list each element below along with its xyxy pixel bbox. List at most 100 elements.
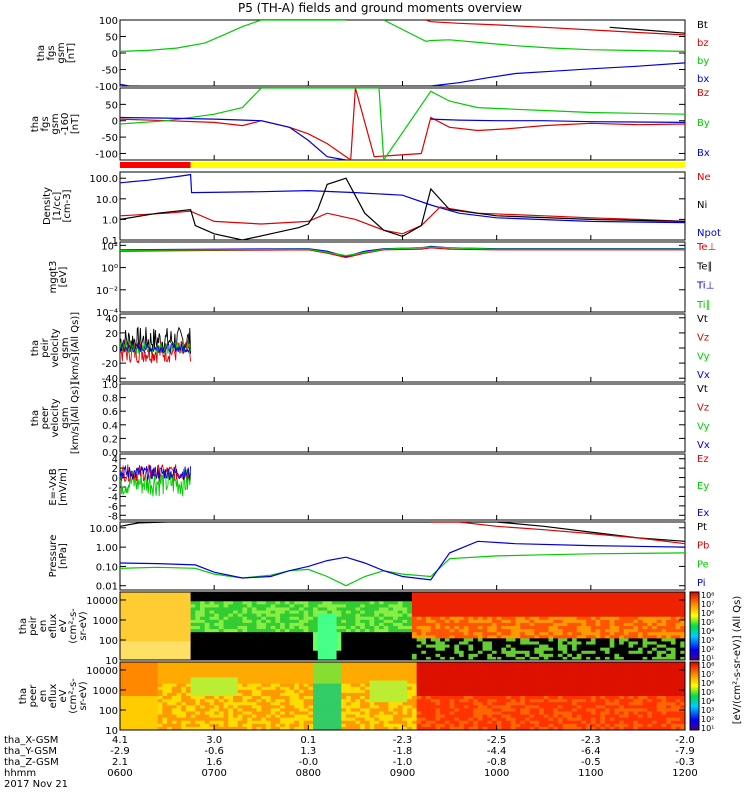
heatmap-cell bbox=[397, 717, 403, 722]
heatmap-cell bbox=[562, 632, 568, 636]
heatmap-cell bbox=[157, 680, 163, 685]
heatmap-cell bbox=[251, 662, 257, 666]
heatmap-cell bbox=[393, 656, 399, 661]
heatmap-cell bbox=[120, 619, 126, 624]
heatmap-cell bbox=[280, 662, 286, 666]
heatmap-cell bbox=[228, 650, 234, 655]
heatmap-cell bbox=[204, 708, 210, 712]
heatmap-cell bbox=[233, 702, 239, 706]
heatmap-cell bbox=[341, 699, 347, 703]
heatmap-cell bbox=[416, 592, 422, 596]
heatmap-cell bbox=[251, 705, 257, 709]
heatmap-cell bbox=[459, 696, 465, 700]
heatmap-cell bbox=[120, 641, 126, 645]
heatmap-cell bbox=[510, 616, 516, 621]
heatmap-cell bbox=[336, 653, 342, 658]
heatmap-cell bbox=[557, 601, 563, 605]
heatmap-cell bbox=[336, 647, 342, 652]
heatmap-cell bbox=[567, 595, 573, 599]
heatmap-cell bbox=[162, 699, 168, 703]
ylabel: fgs bbox=[40, 116, 51, 131]
heatmap-cell bbox=[138, 671, 144, 675]
heatmap-cell bbox=[397, 723, 403, 728]
heatmap-cell bbox=[680, 613, 686, 618]
heatmap-cell bbox=[298, 610, 305, 615]
heatmap-cell bbox=[228, 662, 234, 666]
heatmap-cell bbox=[223, 674, 229, 678]
heatmap-cell bbox=[322, 723, 328, 728]
heatmap-cell bbox=[251, 607, 257, 611]
heatmap-cell bbox=[562, 622, 568, 627]
heatmap-cell bbox=[444, 613, 450, 618]
heatmap-cell bbox=[411, 680, 418, 685]
peer_spec-cells bbox=[120, 662, 686, 731]
heatmap-cell bbox=[284, 598, 290, 602]
heatmap-cell bbox=[473, 711, 479, 715]
heatmap-cell bbox=[237, 674, 243, 678]
heatmap-cell bbox=[426, 647, 432, 652]
heatmap-cell bbox=[463, 653, 469, 658]
heatmap-cell bbox=[369, 705, 375, 709]
heatmap-cell bbox=[317, 665, 323, 669]
heatmap-cell bbox=[350, 668, 356, 672]
heatmap-cell bbox=[501, 671, 507, 675]
heatmap-cell bbox=[275, 689, 281, 694]
heatmap-cell bbox=[515, 647, 521, 652]
heatmap-cell bbox=[435, 644, 441, 649]
heatmap-cell bbox=[336, 644, 342, 649]
heatmap-cell bbox=[303, 647, 309, 652]
heatmap-cell bbox=[444, 629, 450, 633]
heatmap-cell bbox=[120, 692, 126, 697]
heatmap-cell bbox=[289, 629, 295, 633]
heatmap-cell bbox=[402, 692, 408, 697]
heatmap-cell bbox=[411, 702, 418, 706]
heatmap-cell bbox=[129, 683, 135, 688]
heatmap-cell bbox=[143, 699, 149, 703]
heatmap-cell bbox=[148, 595, 154, 599]
heatmap-cell bbox=[440, 598, 446, 602]
heatmap-cell bbox=[609, 641, 615, 645]
heatmap-cell bbox=[515, 689, 521, 694]
heatmap-cell bbox=[520, 610, 526, 615]
heatmap-cell bbox=[152, 696, 159, 700]
heatmap-cell bbox=[322, 708, 328, 712]
heatmap-cell bbox=[204, 626, 210, 630]
heatmap-cell bbox=[477, 708, 483, 712]
heatmap-cell bbox=[134, 592, 140, 596]
heatmap-cell bbox=[619, 629, 625, 633]
heatmap-cell bbox=[237, 619, 243, 624]
heatmap-cell bbox=[171, 665, 177, 669]
heatmap-cell bbox=[411, 647, 418, 652]
heatmap-cell bbox=[322, 638, 328, 642]
heatmap-cell bbox=[303, 711, 309, 715]
heatmap-cell bbox=[510, 592, 516, 596]
heatmap-cell bbox=[228, 680, 234, 685]
heatmap-cell bbox=[581, 626, 587, 630]
heatmap-cell bbox=[459, 692, 465, 697]
heatmap-cell bbox=[459, 656, 465, 661]
heatmap-cell bbox=[548, 641, 554, 645]
heatmap-cell bbox=[515, 683, 521, 688]
heatmap-cell bbox=[378, 702, 385, 706]
heatmap-cell bbox=[298, 638, 305, 642]
heatmap-cell bbox=[152, 592, 159, 596]
heatmap-cell bbox=[138, 692, 144, 697]
heatmap-cell bbox=[388, 689, 394, 694]
heatmap-cell bbox=[421, 653, 427, 658]
heatmap-cell bbox=[609, 647, 615, 652]
heatmap-cell bbox=[444, 619, 450, 624]
heatmap-cell bbox=[360, 705, 366, 709]
heatmap-cell bbox=[468, 601, 474, 605]
heatmap-cell bbox=[360, 720, 366, 725]
heatmap-cell bbox=[449, 641, 455, 645]
heatmap-cell bbox=[355, 592, 361, 596]
heatmap-cell bbox=[411, 592, 418, 596]
heatmap-cell bbox=[628, 610, 634, 615]
heatmap-cell bbox=[341, 668, 347, 672]
heatmap-cell bbox=[233, 665, 239, 669]
heatmap-cell bbox=[515, 726, 521, 731]
heatmap-cell bbox=[181, 653, 187, 658]
heatmap-cell bbox=[298, 641, 305, 645]
heatmap-cell bbox=[317, 616, 323, 621]
heatmap-cell bbox=[176, 647, 182, 652]
